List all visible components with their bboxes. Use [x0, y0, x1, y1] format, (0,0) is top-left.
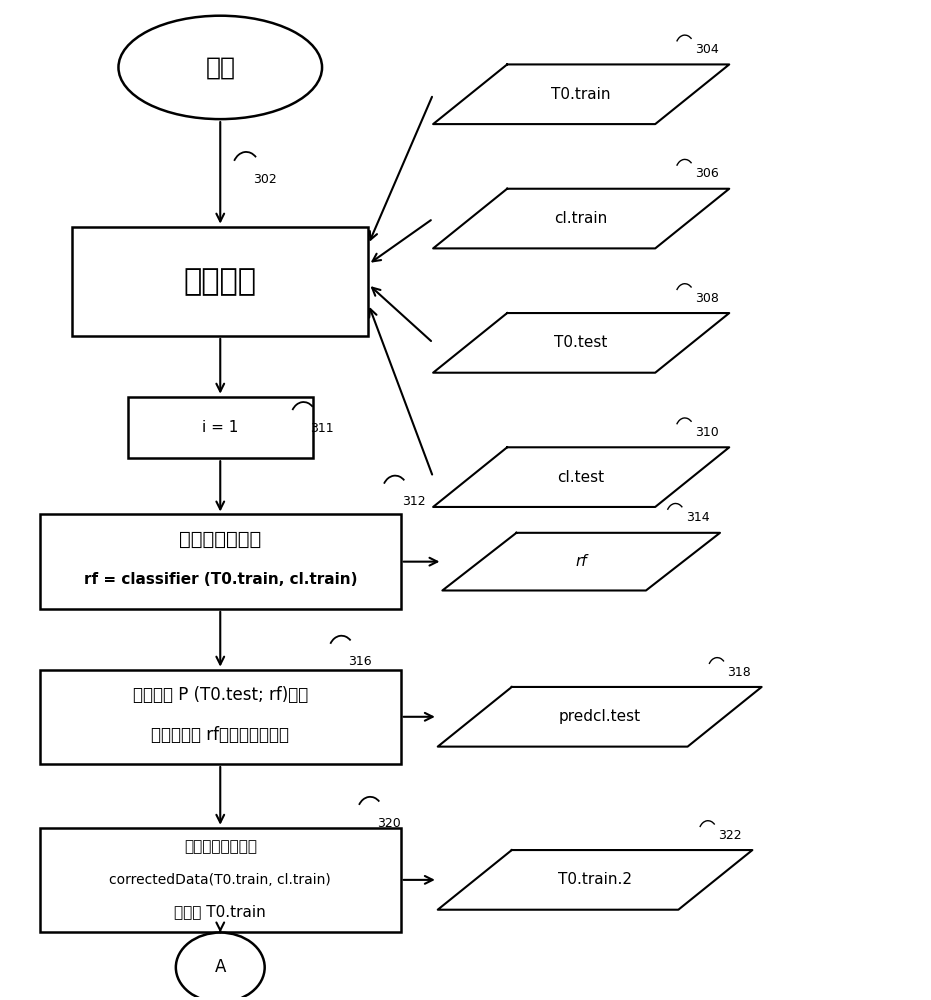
- Text: T0.train.2: T0.train.2: [558, 872, 632, 887]
- Text: 306: 306: [695, 167, 719, 180]
- Polygon shape: [438, 687, 762, 747]
- Text: correctedData(T0.train, cl.train): correctedData(T0.train, cl.train): [109, 873, 331, 887]
- Bar: [40, 828, 400, 932]
- Text: T0.test: T0.test: [555, 335, 608, 350]
- Text: 312: 312: [402, 495, 426, 508]
- Text: rf = classifier (T0.train, cl.train): rf = classifier (T0.train, cl.train): [84, 572, 357, 587]
- Text: 320: 320: [377, 817, 400, 830]
- Text: 314: 314: [686, 511, 709, 524]
- Bar: [40, 514, 400, 609]
- Text: 通过使用 P (T0.test; rf)来将: 通过使用 P (T0.test; rf)来将: [132, 686, 308, 704]
- Text: 开始: 开始: [205, 55, 236, 79]
- Text: rf: rf: [575, 554, 587, 569]
- Text: 311: 311: [310, 422, 333, 435]
- Text: cl.train: cl.train: [555, 211, 608, 226]
- Polygon shape: [433, 313, 729, 373]
- Text: i = 1: i = 1: [202, 420, 238, 435]
- Polygon shape: [433, 64, 729, 124]
- Text: 第一分类器 rf应用到测试数据: 第一分类器 rf应用到测试数据: [151, 726, 290, 744]
- Text: 通过使用变换函数: 通过使用变换函数: [183, 840, 257, 855]
- Polygon shape: [433, 447, 729, 507]
- Text: 304: 304: [695, 43, 719, 56]
- Bar: [128, 397, 313, 458]
- Bar: [73, 227, 369, 336]
- Polygon shape: [433, 189, 729, 248]
- Polygon shape: [438, 850, 752, 910]
- Text: cl.test: cl.test: [558, 470, 605, 485]
- Bar: [40, 670, 400, 764]
- Polygon shape: [442, 533, 720, 590]
- Text: 310: 310: [695, 426, 719, 439]
- Text: 322: 322: [718, 829, 742, 842]
- Text: 来变换 T0.train: 来变换 T0.train: [174, 904, 266, 919]
- Text: 302: 302: [252, 173, 277, 186]
- Text: predcl.test: predcl.test: [559, 709, 641, 724]
- Text: 生成第一分类器: 生成第一分类器: [179, 530, 262, 549]
- Text: 318: 318: [727, 666, 751, 679]
- Ellipse shape: [118, 16, 322, 119]
- Text: 接收数据: 接收数据: [183, 267, 257, 296]
- Text: T0.train: T0.train: [551, 87, 611, 102]
- Text: A: A: [214, 958, 226, 976]
- Text: 316: 316: [348, 655, 371, 668]
- Ellipse shape: [176, 933, 264, 1000]
- Text: 308: 308: [695, 292, 719, 305]
